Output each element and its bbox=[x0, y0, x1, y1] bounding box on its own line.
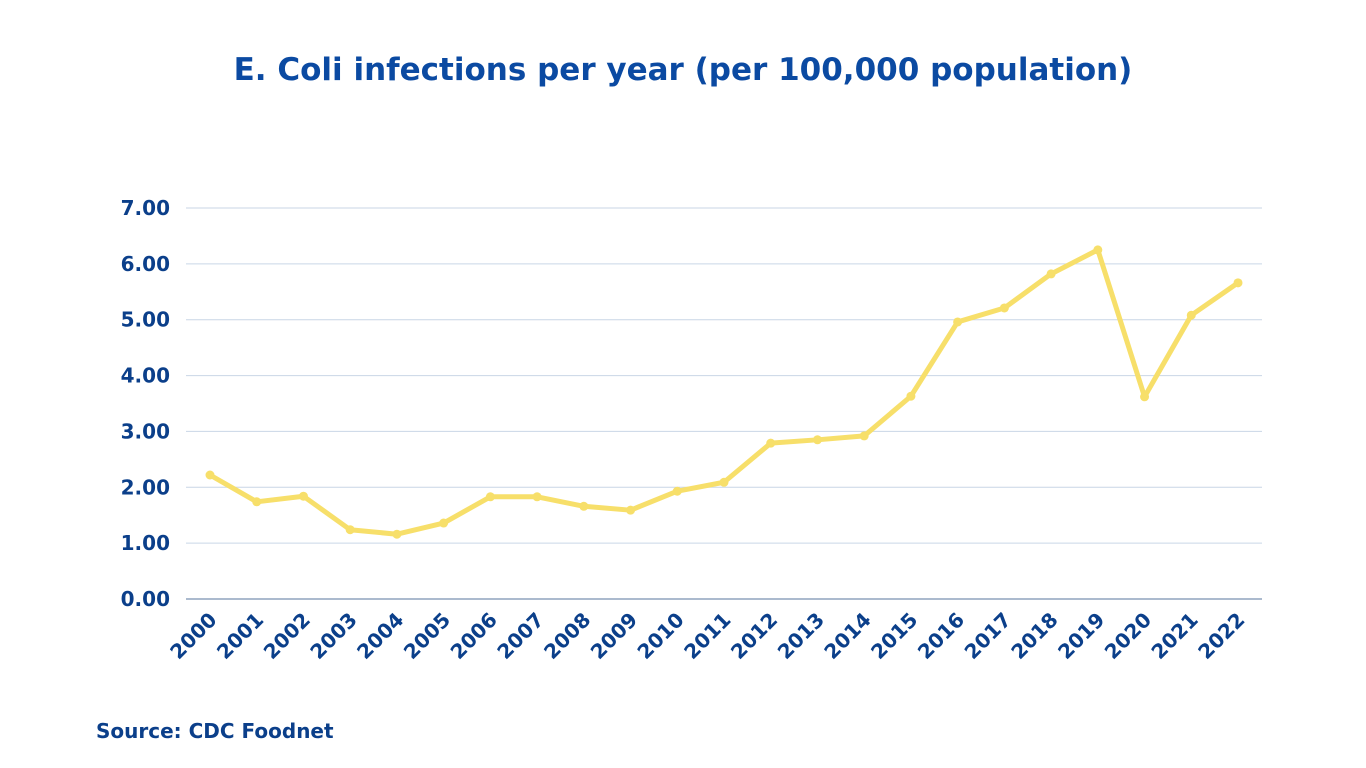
data-point bbox=[298, 491, 308, 501]
x-tick-label: 2021 bbox=[1146, 608, 1202, 664]
y-tick-label: 0.00 bbox=[121, 587, 170, 611]
data-point bbox=[766, 438, 776, 448]
x-tick-label: 2001 bbox=[212, 608, 268, 664]
data-point bbox=[392, 529, 402, 539]
data-point bbox=[1186, 310, 1196, 320]
data-point bbox=[719, 477, 729, 487]
data-point bbox=[1140, 392, 1150, 402]
series-line bbox=[207, 247, 1241, 537]
data-point bbox=[812, 435, 822, 445]
data-point bbox=[205, 470, 215, 480]
data-point bbox=[626, 505, 636, 515]
x-tick-label: 2002 bbox=[259, 608, 315, 664]
data-point bbox=[579, 501, 589, 511]
x-tick-label: 2014 bbox=[819, 608, 875, 664]
data-point bbox=[859, 431, 869, 441]
y-tick-label: 3.00 bbox=[121, 419, 170, 443]
x-tick-label: 2008 bbox=[539, 608, 595, 664]
x-tick-label: 2018 bbox=[1006, 608, 1062, 664]
y-tick-label: 5.00 bbox=[121, 308, 170, 332]
y-tick-label: 2.00 bbox=[121, 475, 170, 499]
y-tick-label: 1.00 bbox=[121, 531, 170, 555]
y-tick-label: 6.00 bbox=[121, 252, 170, 276]
x-tick-label: 2010 bbox=[632, 608, 688, 664]
x-tick-label: 2017 bbox=[960, 608, 1016, 664]
data-point bbox=[1093, 245, 1103, 255]
x-tick-label: 2016 bbox=[913, 608, 969, 664]
x-tick-label: 2006 bbox=[446, 608, 502, 664]
y-tick-label: 4.00 bbox=[121, 364, 170, 388]
chart-title: E. Coli infections per year (per 100,000… bbox=[233, 52, 1133, 88]
data-point bbox=[485, 492, 495, 502]
data-point bbox=[532, 492, 542, 502]
data-point bbox=[672, 486, 682, 496]
x-tick-label: 2012 bbox=[726, 608, 782, 664]
data-point bbox=[953, 317, 963, 327]
data-point bbox=[906, 391, 916, 401]
x-tick-label: 2004 bbox=[352, 608, 408, 664]
y-tick-label: 7.00 bbox=[121, 196, 170, 220]
x-tick-label: 2019 bbox=[1053, 608, 1109, 664]
data-point bbox=[252, 497, 262, 507]
x-tick-label: 2007 bbox=[492, 608, 548, 664]
x-tick-label: 2020 bbox=[1100, 608, 1156, 664]
x-tick-label: 2013 bbox=[773, 608, 829, 664]
x-tick-label: 2003 bbox=[305, 608, 361, 664]
data-point bbox=[1046, 269, 1056, 279]
x-tick-label: 2022 bbox=[1193, 608, 1249, 664]
data-point bbox=[999, 303, 1009, 313]
data-point bbox=[1233, 278, 1243, 288]
x-tick-label: 2009 bbox=[586, 608, 642, 664]
source-note: Source: CDC Foodnet bbox=[96, 719, 334, 743]
x-tick-label: 2005 bbox=[399, 608, 455, 664]
data-point bbox=[439, 518, 449, 528]
x-tick-label: 2011 bbox=[679, 608, 735, 664]
x-tick-label: 2015 bbox=[866, 608, 922, 664]
data-point bbox=[345, 525, 355, 535]
x-tick-label: 2000 bbox=[165, 608, 221, 664]
